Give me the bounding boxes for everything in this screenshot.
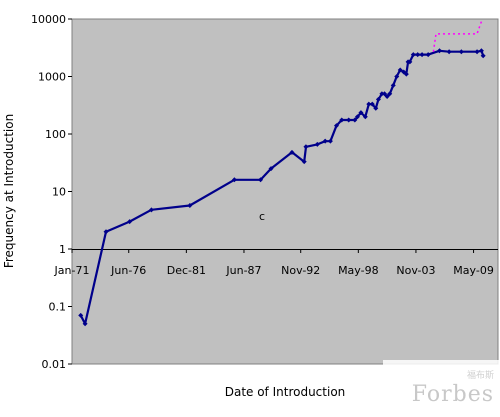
data-point <box>78 312 84 318</box>
data-point <box>373 105 379 111</box>
data-point <box>352 117 358 123</box>
x-axis-title: Date of Introduction <box>225 385 346 399</box>
data-point <box>382 91 388 97</box>
x-tick-label: May-09 <box>453 264 494 277</box>
data-point <box>478 48 484 54</box>
x-tick-label: Jun-76 <box>110 264 146 277</box>
data-point <box>437 48 443 54</box>
data-point <box>480 53 486 59</box>
data-point <box>419 52 425 58</box>
data-point <box>415 52 421 58</box>
data-point <box>474 49 480 55</box>
y-axis-ticks: 0.01 0.1 1 10 100 1000 10000 <box>31 13 72 371</box>
y-tick-label: 0.1 <box>49 301 67 314</box>
data-point <box>407 59 413 65</box>
data-point <box>387 91 393 97</box>
x-tick-label: Nov-92 <box>281 264 320 277</box>
data-point <box>369 101 375 107</box>
data-point <box>403 71 409 77</box>
x-tick-label: Nov-03 <box>396 264 435 277</box>
y-tick-label: 10000 <box>31 13 66 26</box>
x-tick-label: Jun-87 <box>225 264 261 277</box>
data-point <box>384 93 390 99</box>
data-point <box>334 123 340 129</box>
data-point <box>258 177 264 183</box>
data-point <box>268 166 274 172</box>
data-point <box>314 141 320 147</box>
data-point <box>303 144 309 150</box>
y-tick-label: 100 <box>45 128 66 141</box>
watermark-logo-mark: 福布斯 <box>466 371 494 381</box>
data-point <box>127 219 133 225</box>
data-point <box>289 149 295 155</box>
plot-area <box>71 18 499 365</box>
data-point <box>187 203 193 209</box>
data-point <box>366 101 372 107</box>
data-point <box>410 52 416 58</box>
data-point <box>446 49 452 55</box>
data-point <box>103 229 109 235</box>
chart-annotation: c <box>259 210 265 223</box>
data-point <box>346 117 352 123</box>
x-tick-label: Jan-71 <box>54 264 90 277</box>
data-point <box>397 67 403 73</box>
y-axis-title: Frequency at Introduction <box>2 114 16 268</box>
data-point <box>358 110 364 116</box>
data-point <box>301 159 307 165</box>
data-point <box>354 114 360 120</box>
series-layer <box>78 21 486 327</box>
x-tick-label: May-98 <box>338 264 379 277</box>
data-point <box>379 91 385 97</box>
y-tick-label: 1 <box>59 243 66 256</box>
data-point <box>327 138 333 144</box>
data-point <box>362 114 368 120</box>
series-line-2 <box>432 21 483 52</box>
data-point <box>322 138 328 144</box>
x-tick-label: Dec-81 <box>167 264 206 277</box>
data-point <box>375 96 381 102</box>
data-point <box>394 74 400 79</box>
data-point <box>148 207 154 213</box>
data-point <box>82 321 88 327</box>
x-axis-ticks: Jan-71 Jun-76 Dec-81 Jun-87 Nov-92 May-98 Nov-… <box>54 249 494 277</box>
y-tick-label: 10 <box>52 186 66 199</box>
watermark-logo: Forbes <box>411 382 494 407</box>
data-point <box>458 49 464 55</box>
y-tick-label: 0.01 <box>42 358 67 371</box>
watermark-overlay: 福布斯 Forbes <box>383 360 500 417</box>
data-point <box>425 52 431 58</box>
data-point <box>339 117 345 123</box>
data-point <box>390 82 396 88</box>
data-point <box>231 177 237 183</box>
y-tick-label: 1000 <box>38 71 66 84</box>
